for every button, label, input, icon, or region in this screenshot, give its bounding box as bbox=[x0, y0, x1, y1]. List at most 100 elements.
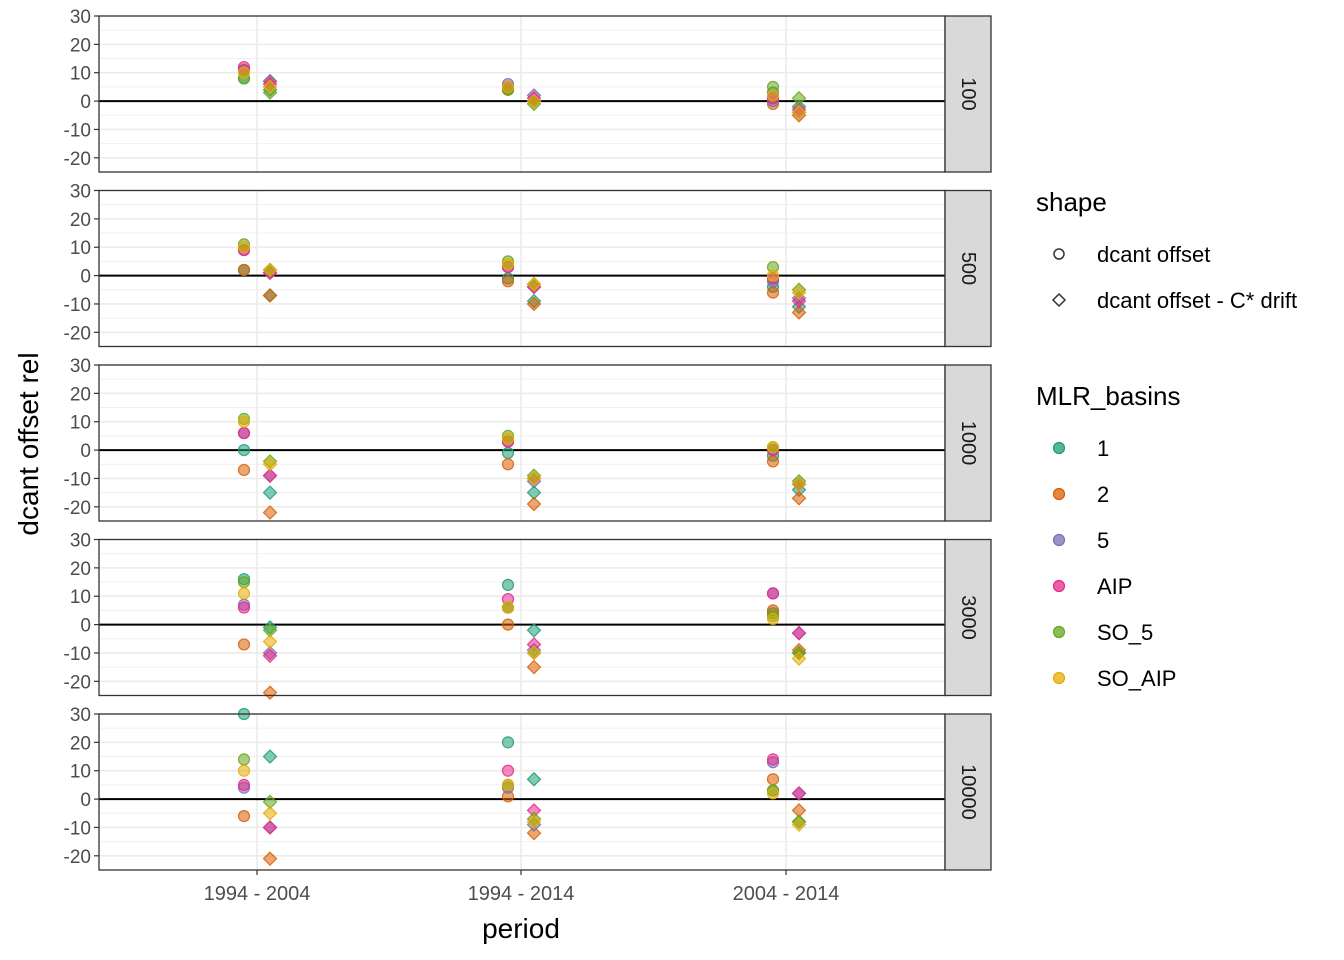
data-point-circle bbox=[237, 778, 251, 792]
x-tick-label: 1994 - 2014 bbox=[468, 883, 575, 905]
data-point-diamond bbox=[791, 105, 807, 120]
y-tick-label: 10 bbox=[70, 413, 91, 434]
y-tick-label: 10 bbox=[70, 762, 91, 783]
facet-strip-label: 1000 bbox=[957, 421, 979, 466]
data-point-circle bbox=[501, 258, 515, 271]
data-point-diamond bbox=[526, 825, 542, 841]
facet-panel-10000: 30 20 10 0 -10 -20 10000 bbox=[64, 705, 992, 871]
data-point-diamond bbox=[262, 851, 278, 867]
y-axis-title: dcant offset rel bbox=[13, 352, 44, 535]
data-point-diamond bbox=[262, 485, 278, 500]
y-tick-label: 30 bbox=[70, 182, 91, 203]
data-point-diamond bbox=[526, 771, 542, 787]
data-point-circle bbox=[237, 443, 251, 457]
facet-panel-1000: 30 20 10 0 -10 -20 1000 bbox=[64, 356, 992, 522]
x-axis-title: period bbox=[482, 913, 560, 944]
legend-key-color bbox=[1052, 625, 1066, 639]
y-tick-label: 0 bbox=[80, 616, 91, 637]
data-point-circle bbox=[766, 441, 780, 454]
data-point-circle bbox=[237, 241, 251, 254]
y-tick-label: -10 bbox=[64, 120, 91, 141]
data-point-circle bbox=[501, 578, 515, 591]
data-point-circle bbox=[237, 764, 251, 777]
y-tick-label: 20 bbox=[70, 733, 91, 754]
y-tick-label: 0 bbox=[80, 441, 91, 462]
data-point-diamond bbox=[526, 496, 542, 512]
data-point-diamond bbox=[791, 285, 807, 300]
data-point-circle bbox=[237, 66, 251, 79]
legend-key-color bbox=[1052, 487, 1066, 501]
data-point-diamond bbox=[262, 288, 278, 303]
data-point-circle bbox=[501, 432, 515, 445]
legend-shape-label: dcant offset bbox=[1097, 242, 1210, 267]
legend-key-color bbox=[1052, 671, 1066, 685]
y-tick-label: 20 bbox=[70, 559, 91, 580]
data-point-diamond bbox=[526, 659, 542, 675]
facet-panels: 3020100-10-201003020100-10-205003020100-… bbox=[64, 7, 992, 871]
data-point-diamond bbox=[262, 820, 278, 835]
data-point-diamond bbox=[526, 814, 542, 830]
panel-background bbox=[99, 539, 945, 696]
legend-color-title: MLR_basins bbox=[1036, 381, 1181, 411]
data-point-circle bbox=[501, 80, 515, 94]
data-point-diamond bbox=[791, 305, 807, 320]
data-point-diamond bbox=[526, 276, 542, 292]
legend-shape-label: dcant offset - C* drift bbox=[1097, 288, 1297, 313]
data-point-circle bbox=[501, 601, 515, 614]
facet-strip bbox=[944, 538, 992, 697]
data-point-diamond bbox=[791, 90, 807, 106]
data-point-circle bbox=[501, 778, 515, 792]
y-tick-label: 20 bbox=[70, 210, 91, 231]
data-point-circle bbox=[501, 618, 515, 631]
data-point-circle bbox=[237, 587, 251, 600]
panel-background bbox=[99, 714, 945, 870]
x-tick-label: 2004 - 2014 bbox=[733, 883, 840, 905]
y-tick-label: 0 bbox=[80, 267, 91, 288]
legend-color-label: AIP bbox=[1097, 574, 1132, 599]
legend-key-diamond bbox=[1051, 292, 1067, 308]
y-tick-label: 30 bbox=[70, 705, 91, 726]
data-point-diamond bbox=[262, 749, 278, 764]
y-tick-label: -20 bbox=[64, 847, 91, 868]
data-point-circle bbox=[766, 587, 780, 600]
data-point-diamond bbox=[262, 634, 278, 649]
data-point-diamond bbox=[791, 293, 807, 309]
data-point-circle bbox=[766, 286, 780, 299]
data-point-diamond bbox=[262, 468, 278, 483]
y-tick-label: -10 bbox=[64, 644, 91, 665]
y-tick-label: -20 bbox=[64, 498, 91, 519]
data-point-diamond bbox=[526, 296, 542, 312]
legend-color-label: 5 bbox=[1097, 528, 1109, 553]
facet-strip bbox=[944, 713, 992, 871]
y-tick-label: -10 bbox=[64, 818, 91, 839]
data-point-circle bbox=[237, 426, 251, 440]
panel-background bbox=[99, 190, 945, 347]
facet-panel-500: 30 20 10 0 -10 -20 500 bbox=[64, 182, 992, 348]
data-point-circle bbox=[766, 787, 780, 800]
legend-color-label: SO_AIP bbox=[1097, 666, 1176, 691]
legend-key-color bbox=[1052, 533, 1066, 547]
panel-background bbox=[99, 16, 945, 172]
facet-strip bbox=[944, 364, 992, 522]
legend-color-label: SO_5 bbox=[1097, 620, 1153, 645]
y-tick-label: 30 bbox=[70, 531, 91, 552]
data-point-circle bbox=[237, 575, 251, 589]
data-point-circle bbox=[766, 773, 780, 786]
facet-panel-3000: 30 20 10 0 -10 -20 3000 bbox=[64, 531, 992, 701]
data-point-diamond bbox=[262, 79, 278, 95]
y-tick-label: 10 bbox=[70, 238, 91, 259]
legend-color-label: 1 bbox=[1097, 436, 1109, 461]
facet-strip-label: 100 bbox=[957, 77, 979, 110]
legend-shape-title: shape bbox=[1036, 187, 1107, 217]
data-point-diamond bbox=[526, 622, 542, 638]
data-point-diamond bbox=[791, 651, 807, 666]
data-point-diamond bbox=[526, 645, 542, 661]
data-point-diamond bbox=[791, 476, 807, 492]
data-point-circle bbox=[237, 601, 251, 614]
data-point-circle bbox=[237, 753, 251, 766]
data-point-circle bbox=[501, 736, 515, 749]
y-tick-label: 30 bbox=[70, 356, 91, 377]
data-point-circle bbox=[766, 612, 780, 626]
